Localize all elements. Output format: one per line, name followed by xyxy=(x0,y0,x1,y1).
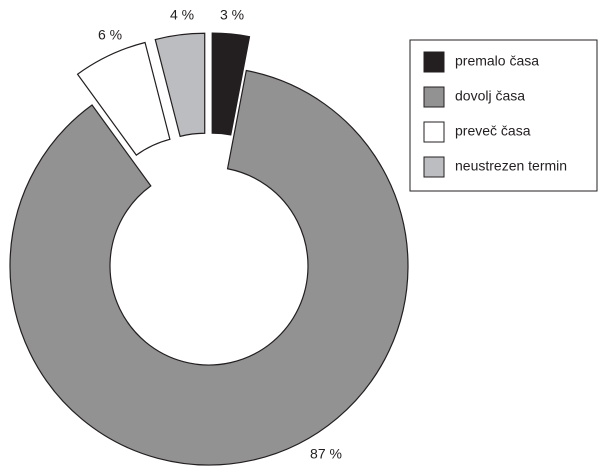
slice xyxy=(76,41,171,156)
legend-label: dovolj časa xyxy=(455,88,525,104)
slice-label: 6 % xyxy=(98,27,122,43)
legend-label: preveč časa xyxy=(455,123,531,139)
slice-label: 4 % xyxy=(170,7,194,23)
slice xyxy=(9,69,409,466)
legend-label: neustrezen termin xyxy=(455,158,567,174)
slice-label: 3 % xyxy=(220,7,244,23)
slice-label: 87 % xyxy=(310,446,342,462)
legend-label: premalo časa xyxy=(455,53,539,69)
slice xyxy=(211,32,251,136)
slice xyxy=(154,32,206,138)
legend-swatch xyxy=(423,51,445,73)
legend-swatch xyxy=(423,156,445,178)
legend-swatch xyxy=(423,86,445,108)
legend-swatch xyxy=(423,121,445,143)
